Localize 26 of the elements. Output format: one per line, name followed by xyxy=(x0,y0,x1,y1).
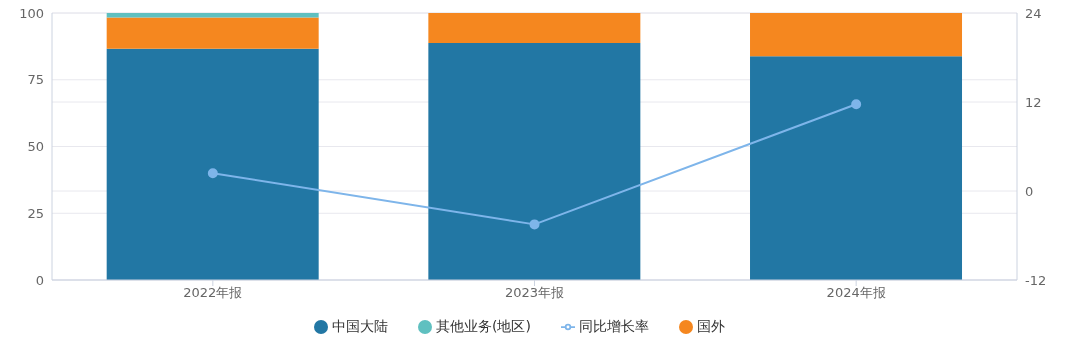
y-tick-label: 50 xyxy=(27,139,44,155)
bar xyxy=(750,13,963,57)
x-tick-label: 2024年报 xyxy=(826,285,886,301)
legend-label: 国外 xyxy=(696,318,725,334)
legend-label: 同比增长率 xyxy=(578,318,649,334)
y-tick-label: 75 xyxy=(27,72,44,88)
x-tick-label: 2023年报 xyxy=(504,285,565,301)
bar xyxy=(750,56,963,280)
legend-label: 中国大陆 xyxy=(332,318,389,334)
y2-tick-label: -12 xyxy=(1025,272,1047,288)
y2-tick-label: 12 xyxy=(1025,94,1042,110)
legend-label: 其他业务(地区) xyxy=(436,318,531,334)
y2-tick-label: 24 xyxy=(1025,5,1042,21)
y-tick-label: 0 xyxy=(35,272,44,288)
bar xyxy=(428,42,641,280)
point xyxy=(207,168,218,179)
y-tick-label: 100 xyxy=(19,5,44,21)
point xyxy=(529,219,540,230)
y-tick-label: 25 xyxy=(27,205,44,221)
bar xyxy=(428,13,641,43)
bar xyxy=(106,48,319,280)
point xyxy=(851,99,862,110)
x-tick-label: 2022年报 xyxy=(183,285,243,301)
bar xyxy=(106,17,319,49)
bar xyxy=(106,13,319,18)
y2-tick-label: 0 xyxy=(1025,183,1034,199)
